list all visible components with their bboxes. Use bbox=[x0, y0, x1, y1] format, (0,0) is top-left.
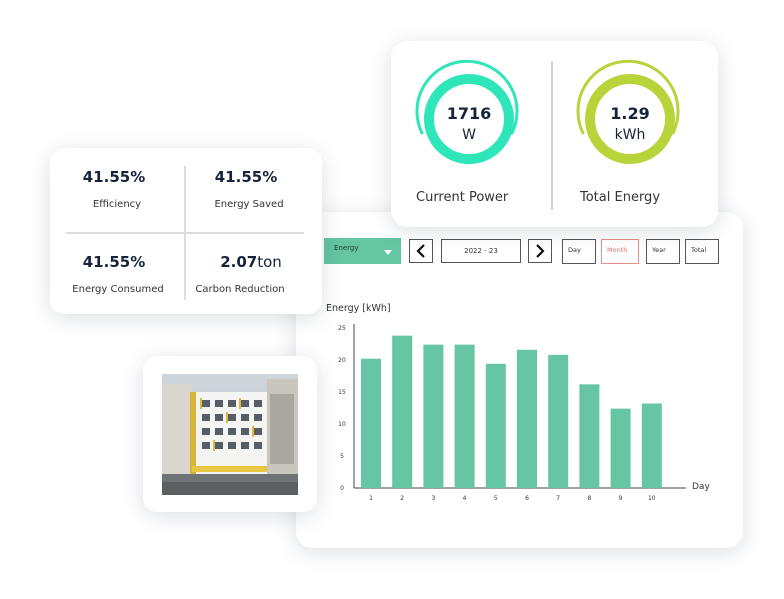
chart-y-axis-label: Energy [kWh] bbox=[326, 303, 391, 314]
total-energy-label: Total Energy bbox=[580, 190, 661, 205]
bar bbox=[423, 344, 444, 488]
carbon-reduction-label: Carbon Reduction bbox=[195, 284, 285, 295]
next-period-button[interactable] bbox=[528, 239, 552, 263]
y-tick-label: 10 bbox=[338, 421, 346, 428]
current-power-label: Current Power bbox=[416, 190, 509, 205]
current-power-value: 1716 bbox=[446, 104, 492, 123]
chevron-right-icon bbox=[536, 244, 545, 258]
stats-horizontal-divider bbox=[66, 232, 304, 234]
x-tick-label: 8 bbox=[587, 495, 591, 502]
energy-saved-value: 41.55% bbox=[214, 168, 278, 186]
bar bbox=[610, 408, 631, 488]
carbon-reduction-value: 2.07ton bbox=[196, 253, 306, 271]
metric-select[interactable]: Energy bbox=[324, 238, 401, 264]
total-energy-gauge-arc bbox=[576, 59, 680, 135]
bar bbox=[485, 363, 506, 488]
x-tick-label: 10 bbox=[648, 495, 656, 502]
bar bbox=[361, 358, 381, 488]
efficiency-value: 41.55% bbox=[82, 168, 146, 186]
prev-period-button[interactable] bbox=[409, 239, 433, 263]
total-energy-gauge-ring bbox=[585, 74, 675, 164]
current-power-unit: W bbox=[462, 127, 476, 143]
x-tick-label: 4 bbox=[463, 495, 467, 502]
total-energy-unit: kWh bbox=[614, 127, 646, 143]
period-year-button[interactable]: Year bbox=[646, 239, 680, 264]
caret-down-icon bbox=[384, 250, 392, 255]
y-tick-label: 0 bbox=[340, 485, 344, 492]
bar bbox=[517, 349, 537, 488]
date-range-field[interactable]: 2022 - 23 bbox=[441, 239, 521, 263]
y-tick-label: 15 bbox=[338, 389, 346, 396]
carbon-reduction-unit: ton bbox=[257, 253, 282, 271]
bar bbox=[392, 335, 413, 488]
energy-saved-label: Energy Saved bbox=[214, 199, 284, 210]
total-energy-value: 1.29 bbox=[610, 104, 650, 123]
bar bbox=[454, 344, 475, 488]
current-power-gauge-arc bbox=[415, 59, 519, 135]
bar bbox=[579, 384, 600, 488]
current-power-gauge-ring bbox=[424, 74, 514, 164]
y-tick-label: 20 bbox=[338, 357, 346, 364]
chart-x-axis-label: Day bbox=[692, 482, 710, 492]
energy-consumed-label: Energy Consumed bbox=[72, 284, 164, 295]
period-month-button[interactable]: Month bbox=[601, 239, 639, 264]
y-tick-label: 5 bbox=[340, 453, 344, 460]
x-tick-label: 5 bbox=[494, 495, 498, 502]
period-total-button[interactable]: Total bbox=[685, 239, 719, 264]
bar bbox=[641, 403, 662, 488]
x-tick-label: 9 bbox=[619, 495, 623, 502]
x-tick-label: 7 bbox=[556, 495, 560, 502]
chevron-left-icon bbox=[416, 244, 425, 258]
building-photo bbox=[162, 374, 298, 495]
metric-select-value: Energy bbox=[334, 244, 359, 252]
stats-card bbox=[50, 148, 322, 314]
gauge-divider bbox=[551, 61, 553, 210]
carbon-reduction-number: 2.07 bbox=[220, 253, 258, 271]
energy-consumed-value: 41.55% bbox=[82, 253, 146, 271]
efficiency-label: Efficiency bbox=[92, 199, 142, 210]
bar bbox=[548, 354, 569, 488]
y-tick-label: 25 bbox=[338, 325, 346, 332]
x-tick-label: 1 bbox=[369, 495, 373, 502]
x-tick-label: 3 bbox=[431, 495, 435, 502]
x-tick-label: 2 bbox=[400, 495, 404, 502]
period-day-button[interactable]: Day bbox=[562, 239, 596, 264]
x-tick-label: 6 bbox=[525, 495, 529, 502]
